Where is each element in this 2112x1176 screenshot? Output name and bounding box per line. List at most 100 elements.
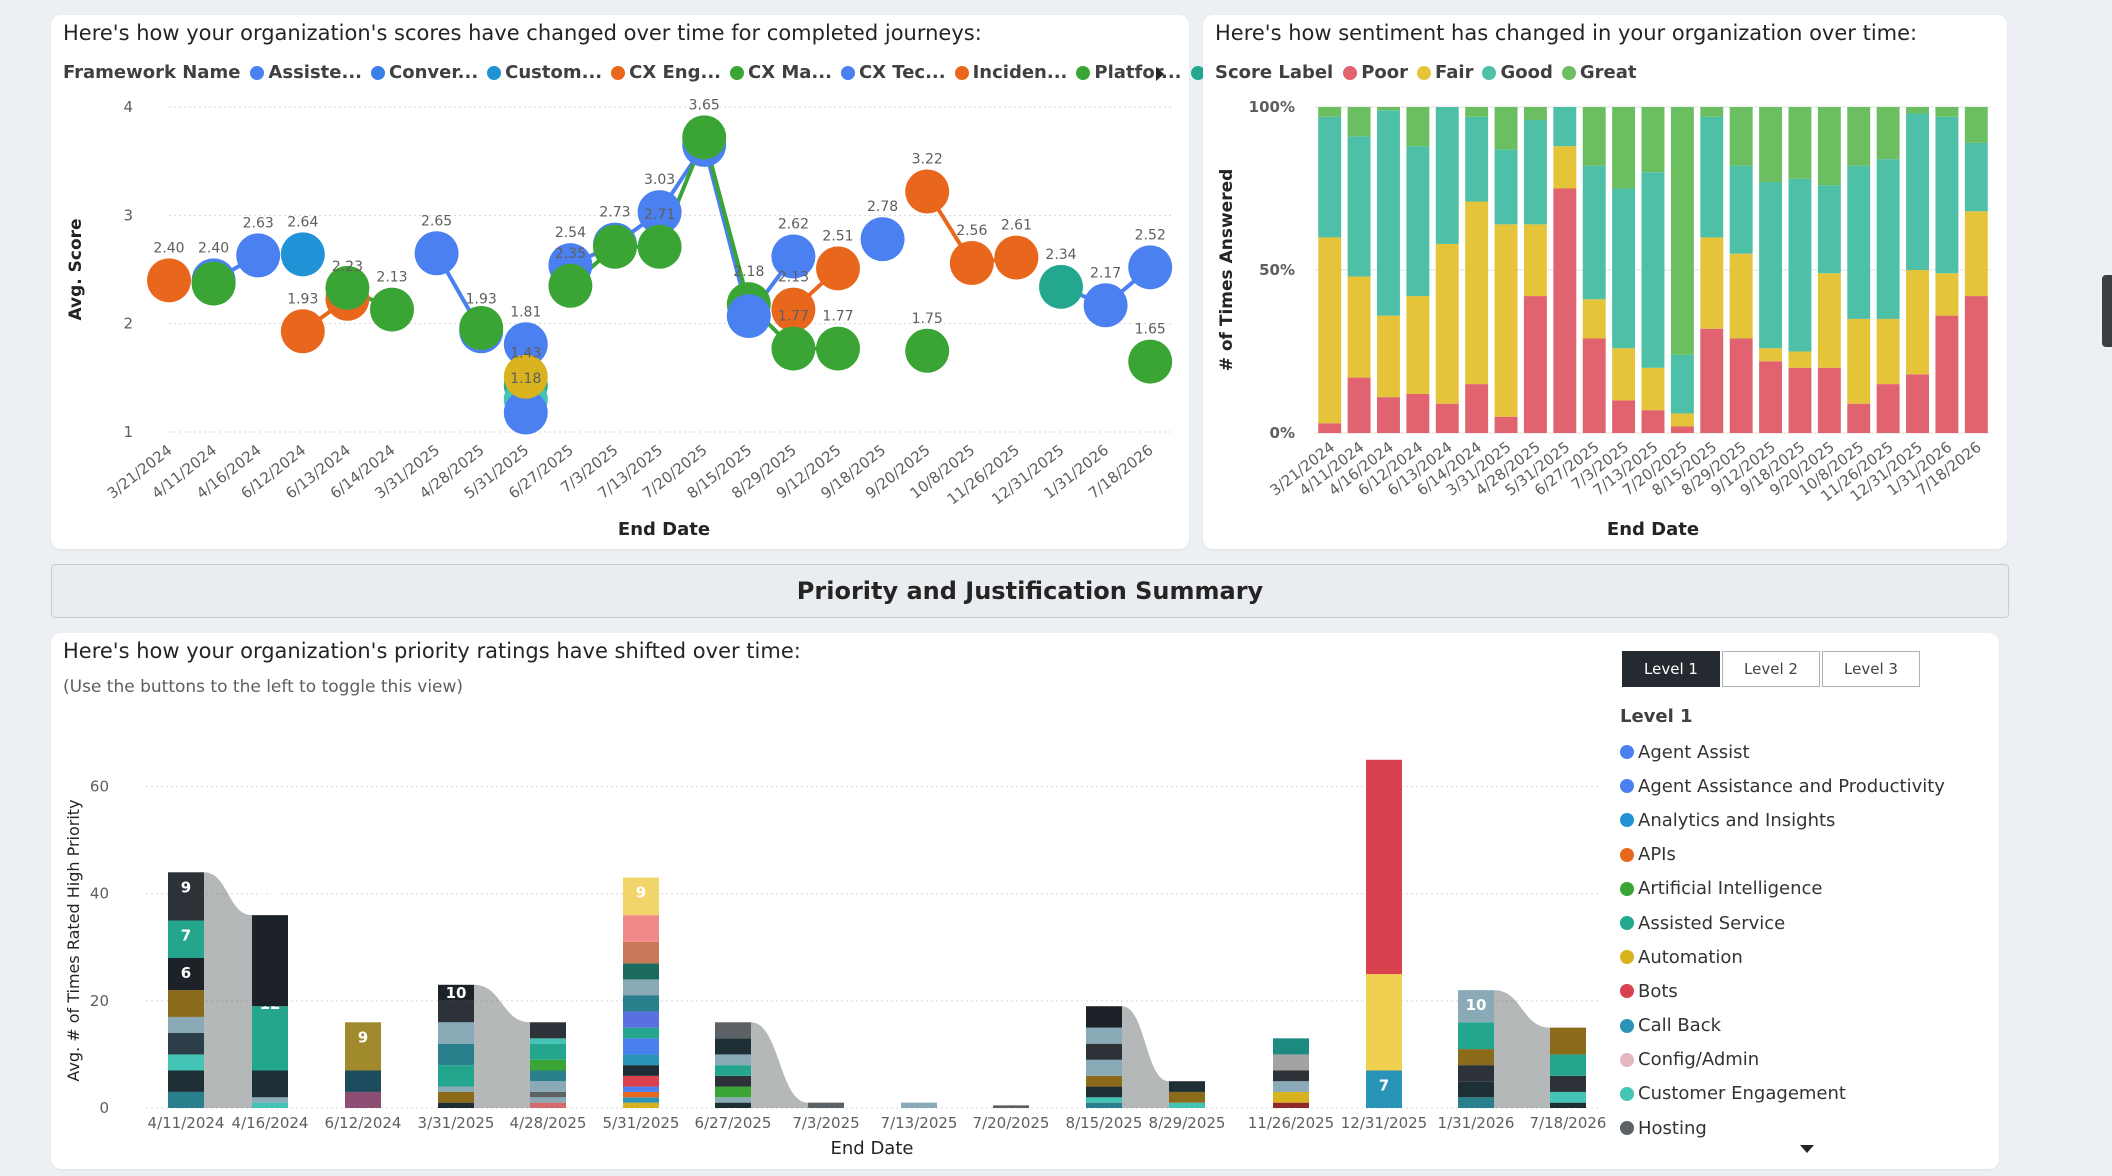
sentiment-bar-segment[interactable] — [1406, 296, 1430, 394]
framework-legend-item[interactable]: Inciden... — [954, 62, 1067, 83]
sentiment-bar-segment[interactable] — [1435, 403, 1459, 433]
framework-legend-item[interactable]: CX Eng... — [611, 62, 721, 83]
sentiment-bar-segment[interactable] — [1700, 328, 1724, 433]
sentiment-bar-segment[interactable] — [1964, 142, 1988, 212]
sentiment-bar-segment[interactable] — [1729, 165, 1753, 254]
level-legend-item[interactable]: Config/Admin — [1620, 1043, 1945, 1077]
priority-bar-segment[interactable] — [1273, 1091, 1309, 1103]
priority-bar-segment[interactable] — [1086, 1006, 1122, 1028]
level-legend-item[interactable]: Automation — [1620, 940, 1945, 974]
priority-bar-segment[interactable] — [623, 1091, 659, 1098]
sentiment-bar-segment[interactable] — [1876, 384, 1900, 433]
priority-bar-segment[interactable] — [438, 984, 474, 1001]
data-point[interactable] — [236, 233, 281, 278]
sentiment-bar-segment[interactable] — [1906, 374, 1929, 433]
sentiment-bar-segment[interactable] — [1641, 107, 1665, 173]
sentiment-bar-segment[interactable] — [1759, 361, 1783, 433]
priority-bar-segment[interactable] — [530, 1043, 566, 1060]
priority-bar-segment[interactable] — [1458, 1081, 1494, 1098]
priority-bar-segment[interactable] — [715, 1038, 751, 1055]
priority-bar-segment[interactable] — [252, 1102, 288, 1108]
priority-bar-segment[interactable] — [623, 1075, 659, 1087]
score-label-legend-item[interactable]: Good — [1482, 62, 1553, 83]
priority-bar-segment[interactable] — [530, 1102, 566, 1108]
level-legend-item[interactable]: Customer Engagement — [1620, 1077, 1945, 1111]
sentiment-bar-segment[interactable] — [1817, 185, 1841, 274]
priority-bar-segment[interactable] — [438, 1022, 474, 1044]
sentiment-bar-segment[interactable] — [1847, 165, 1871, 319]
sentiment-bar-segment[interactable] — [1641, 410, 1665, 433]
priority-bar-segment[interactable] — [1169, 1091, 1205, 1103]
framework-legend-item[interactable]: Conver... — [371, 62, 478, 83]
level-legend-item[interactable]: APIs — [1620, 838, 1945, 872]
sentiment-bar-segment[interactable] — [1494, 107, 1518, 150]
sentiment-bar-segment[interactable] — [1553, 107, 1577, 147]
data-point[interactable] — [503, 354, 548, 399]
priority-bar-segment[interactable] — [1458, 1097, 1494, 1108]
priority-bar-segment[interactable] — [1458, 1065, 1494, 1082]
priority-bar-segment[interactable] — [530, 1022, 566, 1039]
priority-bar-segment[interactable] — [1273, 1081, 1309, 1092]
sentiment-bar-segment[interactable] — [1494, 224, 1518, 417]
legend-scroll-down-icon[interactable] — [1800, 1145, 1814, 1153]
sentiment-bar-segment[interactable] — [1347, 107, 1371, 137]
priority-bar-segment[interactable] — [1366, 1070, 1402, 1109]
priority-bar-segment[interactable] — [168, 920, 204, 959]
sentiment-bar-segment[interactable] — [1318, 107, 1342, 117]
sentiment-bar-segment[interactable] — [1788, 178, 1812, 352]
data-point[interactable] — [1039, 264, 1083, 309]
sentiment-bar-segment[interactable] — [1318, 237, 1342, 424]
priority-bar-segment[interactable] — [1550, 1091, 1586, 1103]
sentiment-bar-segment[interactable] — [1964, 107, 1988, 143]
priority-bar-segment[interactable] — [168, 958, 204, 991]
priority-bar-segment[interactable] — [715, 1086, 751, 1098]
sentiment-bar-segment[interactable] — [1347, 377, 1371, 433]
priority-bar-segment[interactable] — [168, 1054, 204, 1071]
sentiment-bar-segment[interactable] — [1523, 120, 1547, 225]
level-legend-item[interactable]: Call Back — [1620, 1009, 1945, 1043]
priority-bar-segment[interactable] — [715, 1022, 751, 1039]
priority-bar-segment[interactable] — [530, 1081, 566, 1092]
sentiment-bar-segment[interactable] — [1582, 107, 1606, 166]
level-legend-item[interactable]: Bots — [1620, 974, 1945, 1008]
data-point[interactable] — [637, 190, 682, 235]
priority-bar-segment[interactable] — [168, 1091, 204, 1108]
sentiment-bar-segment[interactable] — [1465, 201, 1489, 385]
sentiment-bar-segment[interactable] — [1523, 107, 1547, 121]
level-legend-item[interactable]: Agent Assist — [1620, 735, 1945, 769]
sentiment-bar-segment[interactable] — [1759, 181, 1783, 349]
priority-bar-segment[interactable] — [1550, 1075, 1586, 1092]
sentiment-bar-segment[interactable] — [1641, 172, 1665, 368]
data-point[interactable] — [280, 309, 325, 354]
priority-bar-segment[interactable] — [438, 1102, 474, 1108]
score-label-legend-item[interactable]: Fair — [1417, 62, 1473, 83]
priority-bar-segment[interactable] — [530, 1091, 566, 1098]
sentiment-bar-segment[interactable] — [1347, 276, 1371, 378]
level-legend-item[interactable]: Agent Assistance and Productivity — [1620, 769, 1945, 803]
data-point[interactable] — [147, 258, 191, 303]
sentiment-bar-segment[interactable] — [1964, 296, 1988, 433]
data-point[interactable] — [414, 231, 459, 276]
data-point[interactable] — [771, 287, 816, 332]
sentiment-bar-segment[interactable] — [1553, 188, 1577, 434]
priority-bar-segment[interactable] — [168, 1033, 204, 1055]
sentiment-bar-segment[interactable] — [1964, 211, 1988, 297]
sentiment-bar-segment[interactable] — [1435, 243, 1459, 404]
priority-bar-segment[interactable] — [623, 1027, 659, 1039]
level-2-button[interactable]: Level 2 — [1722, 651, 1820, 687]
priority-bar-segment[interactable] — [1086, 1075, 1122, 1087]
level-1-button[interactable]: Level 1 — [1622, 651, 1720, 687]
sentiment-bar-segment[interactable] — [1788, 351, 1812, 368]
level-legend-item[interactable]: Analytics and Insights — [1620, 803, 1945, 837]
priority-bar-segment[interactable] — [1086, 1086, 1122, 1098]
sentiment-bar-segment[interactable] — [1318, 116, 1342, 238]
priority-bar-segment[interactable] — [1458, 990, 1494, 1023]
data-point[interactable] — [593, 224, 637, 269]
priority-bar-segment[interactable] — [901, 1102, 937, 1108]
sentiment-bar-segment[interactable] — [1700, 237, 1724, 329]
sentiment-bar-segment[interactable] — [1935, 116, 1959, 274]
priority-bar-segment[interactable] — [623, 1086, 659, 1092]
data-point[interactable] — [1128, 245, 1173, 290]
framework-legend-item[interactable]: CX Tec... — [840, 62, 946, 83]
data-point[interactable] — [548, 263, 593, 308]
